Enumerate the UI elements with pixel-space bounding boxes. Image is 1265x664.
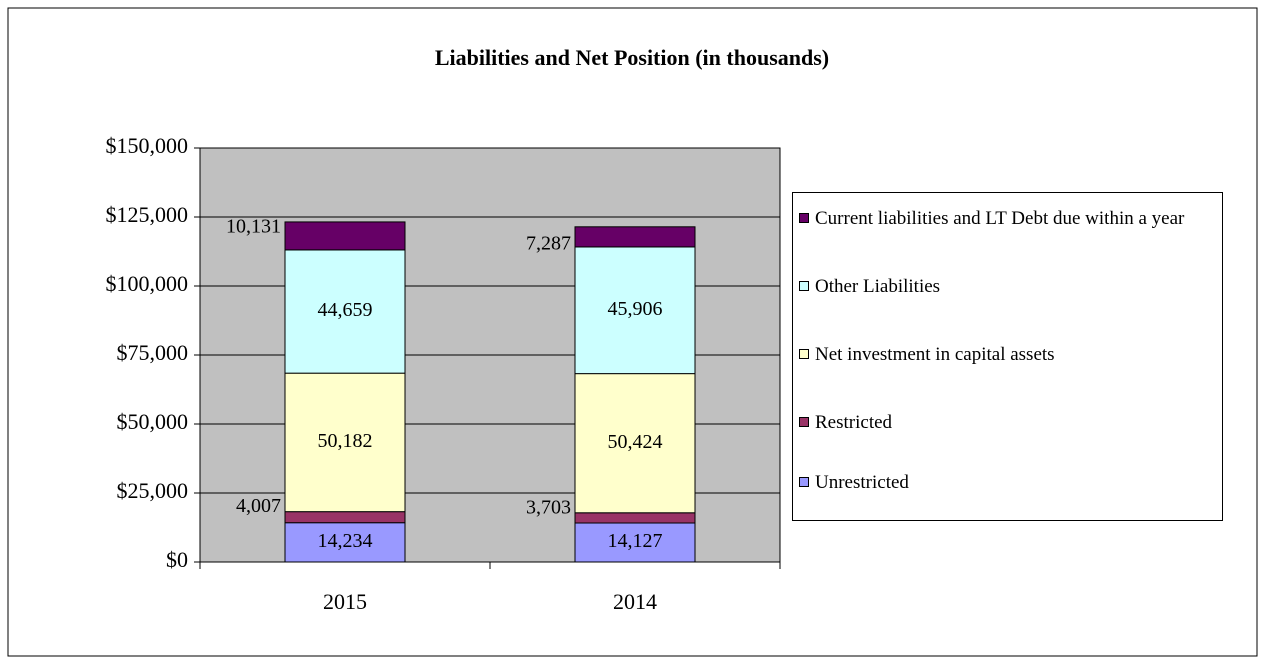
- y-tick-label: $125,000: [106, 202, 189, 227]
- legend-swatch: [799, 281, 809, 291]
- bar-segment: [284, 221, 406, 251]
- data-label: 50,424: [608, 431, 663, 453]
- legend-label: Net investment in capital assets: [815, 344, 1055, 365]
- bar-segment: [574, 512, 696, 524]
- data-label: 7,287: [526, 232, 571, 254]
- bar-segment: [284, 372, 406, 513]
- y-tick-label: $100,000: [106, 271, 189, 296]
- bar-segment: [284, 249, 406, 374]
- data-label: 14,127: [608, 530, 663, 552]
- legend-entry: Current liabilities and LT Debt due with…: [799, 207, 1185, 230]
- data-label: 45,906: [608, 298, 663, 320]
- bar-segment: [574, 226, 696, 248]
- data-label: 10,131: [226, 216, 281, 238]
- y-tick-label: $150,000: [106, 133, 189, 158]
- bar-segment: [574, 246, 696, 375]
- data-label: 3,703: [526, 496, 571, 518]
- legend-swatch: [799, 349, 809, 359]
- y-tick-label: $0: [166, 547, 188, 572]
- chart-title: Liabilities and Net Position (in thousan…: [435, 45, 829, 70]
- legend: Current liabilities and LT Debt due with…: [792, 192, 1223, 521]
- y-tick-label: $75,000: [117, 340, 189, 365]
- y-tick-label: $50,000: [117, 409, 189, 434]
- data-label: 14,234: [318, 530, 373, 552]
- legend-entry: Unrestricted: [799, 471, 1185, 494]
- legend-swatch: [799, 477, 809, 487]
- legend-label: Current liabilities and LT Debt due with…: [815, 208, 1185, 229]
- x-tick-label: 2014: [613, 589, 657, 614]
- legend-swatch: [799, 417, 809, 427]
- legend-entry: Other Liabilities: [799, 275, 1185, 298]
- legend-entry: Net investment in capital assets: [799, 343, 1185, 366]
- data-label: 4,007: [236, 495, 281, 517]
- bar-segment: [574, 522, 696, 563]
- data-label: 44,659: [318, 299, 373, 321]
- bar-segment: [284, 511, 406, 524]
- bar-segment: [284, 522, 406, 563]
- legend-label: Other Liabilities: [815, 276, 941, 297]
- legend-entry: Restricted: [799, 411, 1185, 434]
- data-label: 50,182: [318, 430, 373, 452]
- y-tick-label: $25,000: [117, 478, 189, 503]
- x-tick-label: 2015: [323, 589, 367, 614]
- legend-label: Restricted: [815, 412, 893, 433]
- legend-label: Unrestricted: [815, 472, 909, 493]
- legend-swatch: [799, 213, 809, 223]
